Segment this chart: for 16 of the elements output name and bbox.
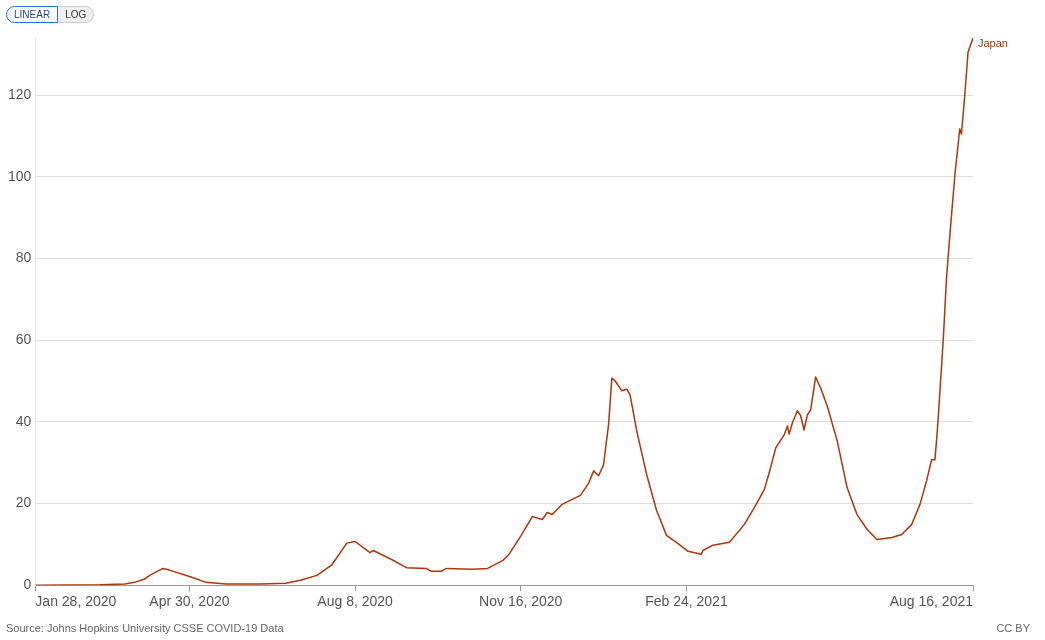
- y-tick-label: 100: [8, 167, 32, 184]
- y-tick-label: 60: [15, 331, 32, 348]
- x-tick-label: Aug 8, 2020: [317, 593, 394, 610]
- y-tick-label: 120: [8, 86, 32, 103]
- source-note: Source: Johns Hopkins University CSSE COVID-19 Data: [6, 622, 285, 634]
- x-tick-label: Jan 28, 2020: [35, 593, 117, 610]
- y-tick-label: 80: [15, 249, 32, 266]
- text: CC BY: [996, 622, 1031, 634]
- y-tick-label: 0: [23, 576, 32, 593]
- x-tick-label: Apr 30, 2020: [149, 593, 230, 610]
- series-label: Japan: [978, 37, 1008, 50]
- x-tick-label: Aug 16, 2021: [889, 593, 974, 610]
- y-tick-label: 20: [15, 494, 32, 511]
- y-tick-label: 40: [15, 412, 32, 429]
- x-tick-label: Nov 16, 2020: [479, 593, 563, 610]
- x-tick-label: Feb 24, 2021: [645, 593, 728, 610]
